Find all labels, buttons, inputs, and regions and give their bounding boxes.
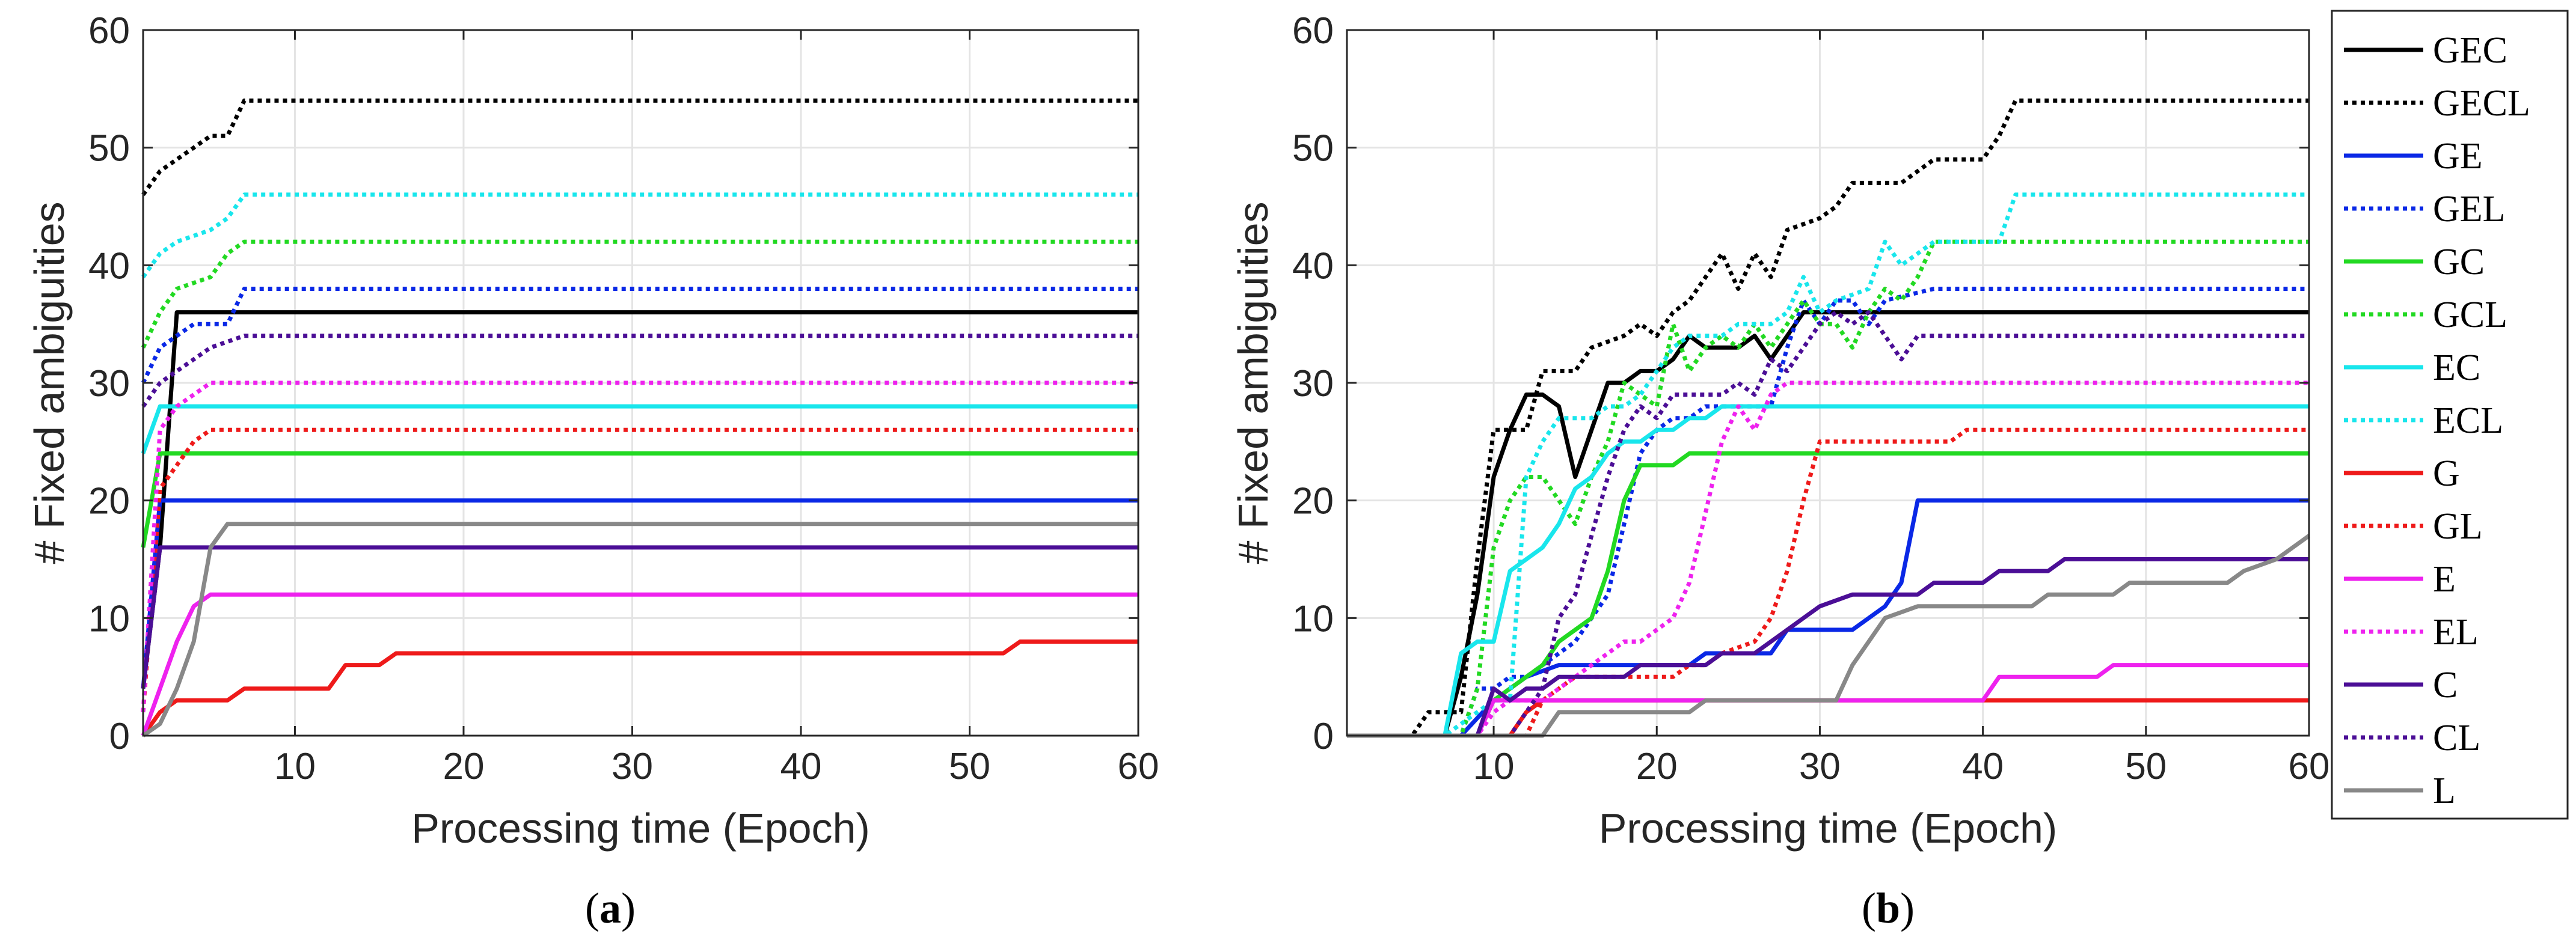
chart-panel-b: 10 20 30 40 50 60 0 10 20 30 40 50 60 Processing time…: [1230, 10, 2329, 932]
series-line-gel: [141, 287, 1138, 384]
series-line-el: [1347, 380, 2309, 738]
series-line-ec: [141, 404, 1138, 454]
y-axis-label: # Fixed ambiguities: [26, 201, 73, 564]
series-line-c: [1347, 557, 2309, 738]
legend-item-el: EL: [2344, 612, 2479, 653]
y-tick-label: 20: [1292, 481, 1334, 522]
series-line-gecl: [1347, 98, 2309, 738]
x-tick-label: 40: [780, 746, 821, 787]
x-axis-label: Processing time (Epoch): [411, 805, 870, 852]
x-tick-label: 10: [274, 746, 316, 787]
legend-label: CL: [2433, 718, 2480, 758]
legend-item-gec: GEC: [2344, 30, 2507, 71]
legend-label: GCL: [2433, 295, 2507, 335]
legend-label: GE: [2433, 136, 2483, 177]
legend-item-gl: GL: [2344, 506, 2483, 547]
y-tick-label: 40: [1292, 245, 1334, 287]
series-line-gc: [141, 451, 1138, 548]
x-tick-label: 10: [1473, 746, 1515, 787]
y-tick-label: 60: [1292, 10, 1334, 52]
legend-label: GECL: [2433, 83, 2530, 124]
y-tick-label: 10: [1292, 598, 1334, 639]
series-line-e: [141, 592, 1138, 737]
series-line-ecl: [141, 192, 1138, 278]
y-tick-label: 50: [88, 128, 130, 169]
series-line-el: [141, 380, 1138, 713]
y-tick-label: 0: [1313, 716, 1334, 757]
legend-item-gecl: GECL: [2344, 83, 2530, 124]
legend-item-ecl: ECL: [2344, 400, 2503, 441]
series-line-cl: [1347, 310, 2309, 738]
y-tick-label: 50: [1292, 128, 1334, 169]
y-tick-label: 10: [88, 598, 130, 639]
chart-panel-a: 10 20 30 40 50 60 0 10 20 30 40 50 60 Processing time…: [26, 10, 1159, 932]
x-axis-label: Processing time (Epoch): [1599, 805, 2058, 852]
series-line-c: [141, 545, 1138, 689]
series-line-gcl: [1347, 239, 2309, 738]
series-group: [141, 98, 1138, 737]
series-line-gcl: [141, 239, 1138, 349]
legend-label: ECL: [2433, 400, 2503, 441]
x-tick-label: 20: [1636, 746, 1678, 787]
x-tick-label: 50: [2125, 746, 2167, 787]
panel-caption: (b): [1862, 884, 1915, 932]
legend-item-e: E: [2344, 559, 2456, 600]
y-tick-label: 0: [109, 716, 130, 757]
x-tick-label: 60: [1118, 746, 1159, 787]
y-tick-label: 20: [88, 481, 130, 522]
series-line-gel: [1347, 287, 2309, 738]
legend-item-g: G: [2344, 453, 2460, 494]
legend-label: EL: [2433, 612, 2479, 653]
x-tick-label: 20: [443, 746, 484, 787]
series-line-ecl: [1347, 192, 2309, 738]
legend-item-cl: CL: [2344, 718, 2480, 758]
legend-label: L: [2433, 771, 2456, 811]
y-tick-label: 30: [88, 363, 130, 404]
legend-item-ec: EC: [2344, 347, 2480, 388]
legend: GEC GECL GE GEL GC GCL EC ECL G GL E EL C CL L: [2331, 10, 2569, 820]
series-line-gl: [141, 427, 1138, 713]
series-line-l: [141, 522, 1138, 737]
x-tick-label: 50: [949, 746, 990, 787]
legend-label: G: [2433, 453, 2460, 494]
series-group: [1347, 98, 2311, 738]
legend-label: GEC: [2433, 30, 2507, 71]
legend-label: GEL: [2433, 189, 2506, 230]
panel-caption: (a): [585, 884, 636, 932]
x-tick-label: 60: [2289, 746, 2330, 787]
legend-label: EC: [2433, 347, 2480, 388]
series-line-ec: [1347, 404, 2309, 738]
series-line-gc: [1347, 451, 2309, 738]
x-tick-label: 30: [1799, 746, 1841, 787]
series-line-cl: [141, 334, 1138, 408]
y-axis-label: # Fixed ambiguities: [1230, 201, 1277, 564]
legend-item-gel: GEL: [2344, 189, 2506, 230]
legend-item-c: C: [2344, 665, 2458, 706]
y-tick-label: 30: [1292, 363, 1334, 404]
y-tick-label: 40: [88, 245, 130, 287]
legend-item-l: L: [2344, 771, 2456, 811]
legend-item-gcl: GCL: [2344, 295, 2507, 335]
legend-label: GL: [2433, 506, 2483, 547]
x-tick-label: 40: [1962, 746, 2004, 787]
legend-label: C: [2433, 665, 2458, 706]
series-line-g: [141, 639, 1138, 737]
legend-item-gc: GC: [2344, 242, 2485, 282]
x-tick-label: 30: [612, 746, 653, 787]
series-line-l: [1347, 534, 2311, 738]
legend-label: E: [2433, 559, 2456, 600]
legend-item-ge: GE: [2344, 136, 2483, 177]
legend-label: GC: [2433, 242, 2485, 282]
y-tick-label: 60: [88, 10, 130, 52]
